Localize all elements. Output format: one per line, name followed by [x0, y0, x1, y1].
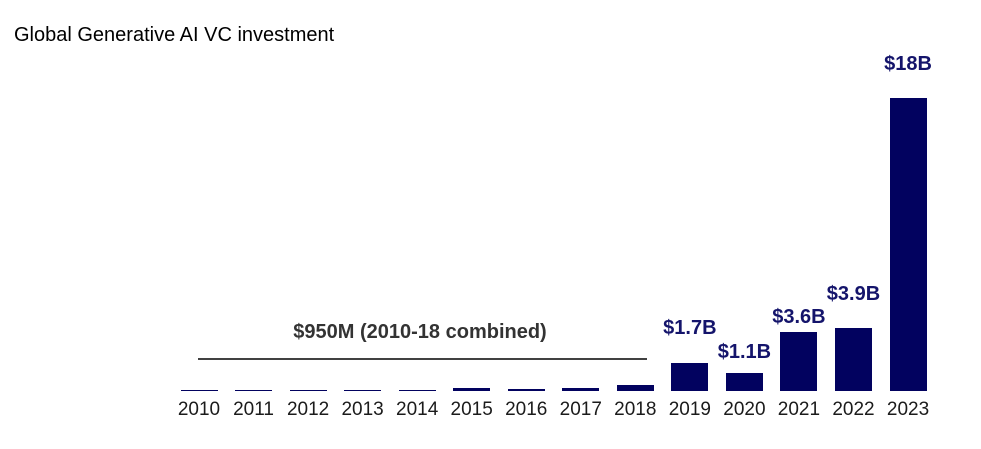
bar-2010 — [180, 389, 218, 391]
bar-2023 — [889, 97, 927, 391]
value-label-2022: $3.9B — [826, 283, 881, 305]
bar-2012 — [289, 389, 327, 391]
combined-total-annotation: $950M (2010-18 combined) — [293, 321, 547, 343]
x-tick-label-2017: 2017 — [559, 399, 602, 420]
chart-title: Global Generative AI VC investment — [14, 24, 335, 46]
bar-2022 — [834, 327, 872, 391]
bar-2016 — [507, 389, 545, 391]
x-tick-label-2010: 2010 — [177, 399, 221, 420]
bar-2017 — [562, 387, 600, 391]
value-label-2019: $1.7B — [663, 317, 717, 339]
bar-2018 — [616, 385, 654, 391]
value-label-2021: $3.6B — [772, 306, 826, 328]
x-tick-label-2022: 2022 — [832, 399, 875, 420]
x-tick-label-2018: 2018 — [614, 399, 657, 420]
bar-2015 — [453, 388, 491, 391]
x-tick-label-2012: 2012 — [286, 399, 330, 420]
x-tick-label-2020: 2020 — [723, 399, 766, 420]
x-tick-label-2011: 2011 — [233, 399, 274, 420]
bar-2020 — [725, 373, 763, 391]
x-tick-label-2015: 2015 — [450, 399, 493, 420]
x-tick-label-2014: 2014 — [396, 399, 439, 420]
value-label-2023: $18B — [884, 53, 932, 75]
x-tick-label-2021: 2021 — [777, 399, 821, 420]
x-tick-label-2013: 2013 — [341, 399, 384, 420]
bar-2013 — [344, 389, 382, 391]
bar-2019 — [671, 363, 709, 391]
x-tick-label-2019: 2019 — [668, 399, 711, 420]
bar-2021 — [780, 332, 818, 391]
bar-2014 — [398, 389, 436, 391]
bar-2011 — [235, 389, 273, 391]
combined-total-annotation-line — [198, 358, 647, 360]
value-label-2020: $1.1B — [717, 341, 772, 363]
x-tick-label-2023: 2023 — [886, 399, 930, 420]
x-tick-label-2016: 2016 — [505, 399, 548, 420]
